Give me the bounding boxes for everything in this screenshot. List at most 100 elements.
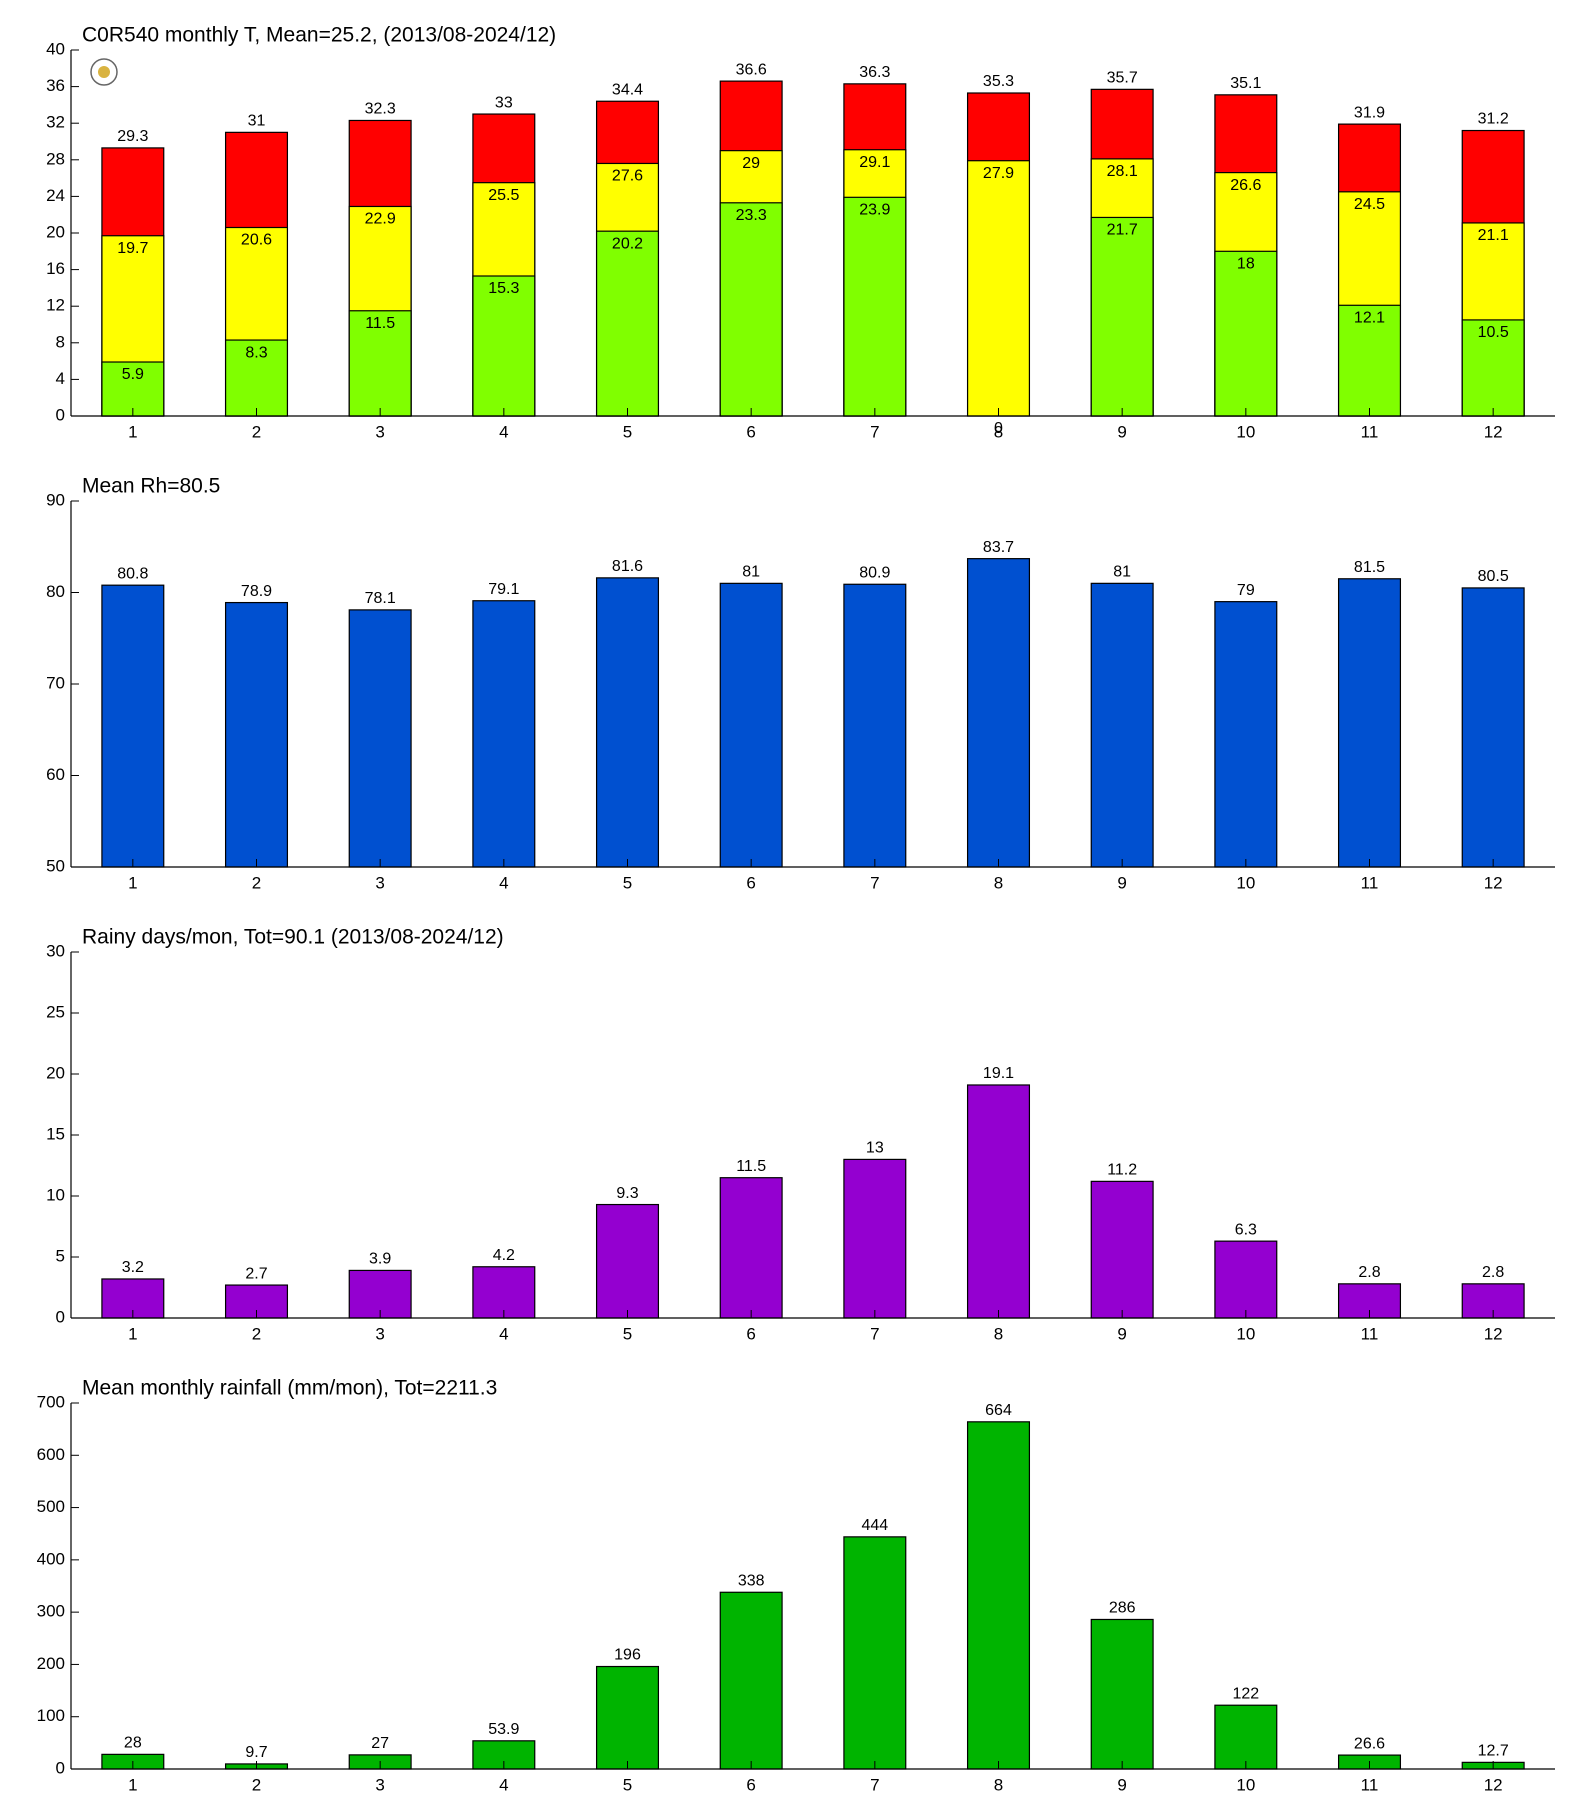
x-tick-label: 7 [870,1775,879,1794]
value-label: 29 [742,155,760,172]
y-tick-label: 50 [46,856,65,875]
x-tick-label: 3 [375,873,384,892]
y-tick-label: 0 [56,1307,65,1326]
value-label: 31 [248,113,266,130]
x-tick-label: 9 [1117,1775,1126,1794]
value-label: 3.9 [369,1251,391,1268]
value-label: 122 [1232,1685,1259,1702]
value-label: 27.9 [983,165,1014,182]
y-tick-label: 600 [37,1445,65,1464]
bar [1461,319,1525,417]
y-tick-label: 10 [46,1185,65,1204]
value-label: 26.6 [1230,177,1261,194]
y-tick-label: 0 [56,405,65,424]
value-label: 338 [738,1572,765,1589]
value-label: 80.9 [859,564,890,581]
value-label: 5.9 [122,366,144,383]
value-label: 22.9 [365,211,396,228]
value-label: 2.8 [1482,1264,1504,1281]
x-tick-label: 1 [128,1324,137,1343]
bar [595,1665,660,1770]
value-label: 2.8 [1358,1264,1380,1281]
bar [595,230,660,417]
value-label: 80.5 [1478,568,1509,585]
bar [966,558,1031,868]
x-tick-label: 2 [252,1324,261,1343]
bar [1214,250,1278,417]
bar [843,1536,907,1770]
y-tick-label: 28 [46,149,65,168]
x-tick-label: 10 [1236,422,1255,441]
value-label: 11.5 [365,315,395,332]
value-label: 3.2 [122,1259,144,1276]
x-tick-label: 3 [375,1775,384,1794]
bar [595,1203,660,1319]
x-tick-label: 9 [1117,422,1126,441]
x-tick-label: 7 [870,422,879,441]
value-label: 9.7 [245,1744,267,1761]
value-label: 29.1 [859,154,890,171]
bar [719,1591,783,1770]
x-tick-label: 7 [870,873,879,892]
value-label: 18 [1237,256,1255,273]
x-tick-label: 4 [499,1775,508,1794]
value-label: 78.9 [241,583,272,600]
y-tick-label: 20 [46,222,65,241]
value-label: 11.2 [1107,1162,1137,1179]
x-tick-label: 9 [1117,873,1126,892]
x-tick-label: 6 [746,873,755,892]
x-tick-label: 11 [1361,1324,1379,1343]
x-tick-label: 4 [499,422,508,441]
x-tick-label: 12 [1484,1775,1503,1794]
x-tick-label: 8 [994,1324,1003,1343]
bar [843,583,907,868]
y-tick-label: 20 [46,1063,65,1082]
value-label: 80.8 [117,565,148,582]
value-label: 196 [614,1647,641,1664]
x-tick-label: 10 [1236,1324,1255,1343]
bar [472,600,536,868]
value-label: 23.3 [736,207,767,224]
x-tick-label: 9 [1117,1324,1126,1343]
x-tick-label: 12 [1484,1324,1503,1343]
value-label: 33 [495,94,513,111]
bar [595,577,660,868]
bar [1337,304,1402,417]
bar [1214,601,1278,868]
bar [719,202,783,417]
value-label: 286 [1109,1600,1136,1617]
chart-title: Mean Rh=80.5 [82,475,220,498]
chart-title: Rainy days/mon, Tot=90.1 (2013/08-2024/1… [82,926,504,949]
y-tick-label: 70 [46,673,65,692]
y-tick-label: 40 [46,39,65,58]
value-label: 31.2 [1478,111,1509,128]
x-tick-label: 12 [1484,422,1503,441]
bar [1090,1618,1154,1770]
value-label: 4.2 [493,1247,515,1264]
x-tick-label: 7 [870,1324,879,1343]
y-tick-label: 700 [37,1392,65,1411]
bar [1461,587,1525,868]
value-label: 15.3 [488,280,519,297]
y-tick-label: 4 [56,369,65,388]
y-tick-label: 400 [37,1549,65,1568]
y-tick-label: 60 [46,765,65,784]
value-label: 8.3 [245,344,267,361]
value-label: 53.9 [488,1721,519,1738]
x-tick-label: 4 [499,1324,508,1343]
y-tick-label: 80 [46,582,65,601]
bar [1090,582,1154,868]
value-label: 21.7 [1107,222,1138,239]
bar [966,1084,1031,1319]
x-tick-label: 1 [128,1775,137,1794]
value-label: 2.7 [245,1265,267,1282]
bar [1214,1704,1278,1770]
bar [348,609,412,868]
x-tick-label: 11 [1361,1775,1379,1794]
y-tick-label: 16 [46,259,65,278]
value-label: 24.5 [1354,196,1385,213]
bar [101,584,165,868]
logo [90,58,118,86]
value-label: 20.6 [241,232,272,249]
